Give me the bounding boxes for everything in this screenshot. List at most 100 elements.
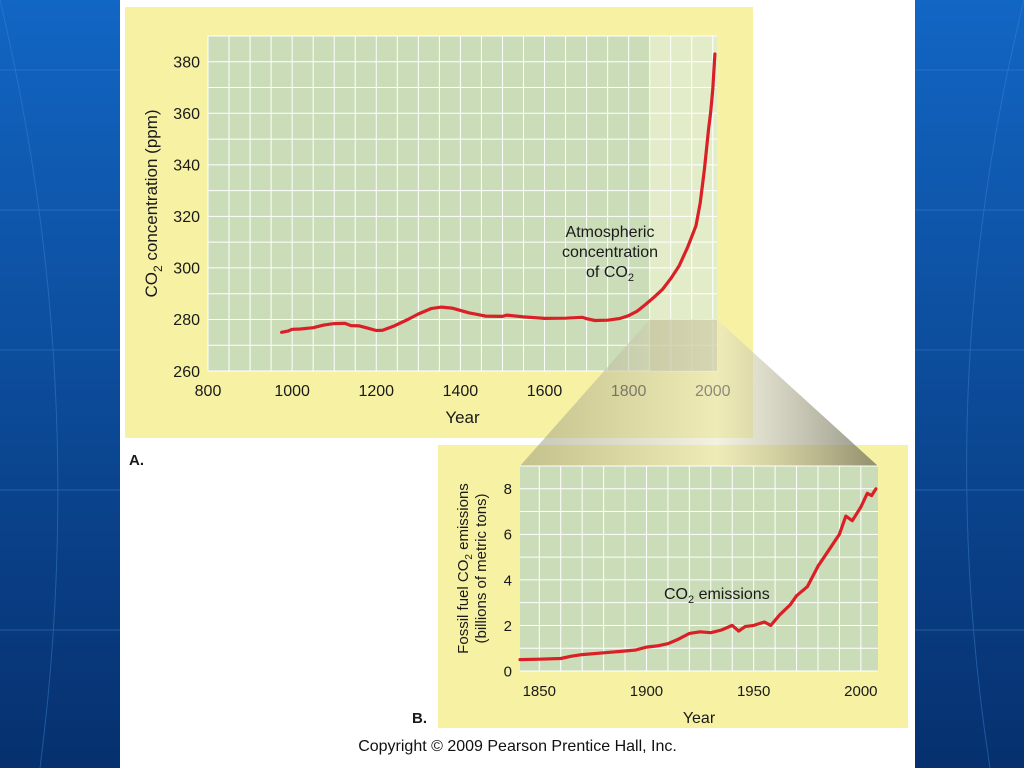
chart-a-x-tick-label: 1200 (358, 383, 394, 400)
chart-a-data-point (333, 322, 335, 325)
chart-b-data-point (581, 653, 583, 656)
chart-a-data-point (619, 317, 621, 320)
chart-a-data-point (627, 314, 630, 317)
chart-a-plot-area (208, 36, 717, 371)
chart-b-data-point (737, 630, 740, 632)
chart-b-data-point (656, 645, 658, 647)
chart-a-data-point (417, 313, 420, 315)
chart-b-data-point (570, 655, 573, 657)
chart-b-data-point (559, 657, 562, 660)
chart-b-y-axis-label-line1: Fossil fuel CO2 emissions (455, 483, 475, 654)
chart-b-y-tick-label: 0 (504, 663, 512, 680)
chart-b-data-point (838, 533, 841, 536)
chart-a-data-point (543, 317, 546, 320)
chart-a-data-point (585, 317, 588, 320)
chart-b-data-point (688, 632, 691, 635)
chart-a-data-point (358, 325, 361, 327)
chart-b-data-point (789, 604, 791, 606)
chart-b-data-point (763, 621, 766, 623)
chart-b-data-point (538, 658, 541, 660)
chart-b-data-point (744, 625, 746, 628)
chart-a-data-point (606, 319, 609, 322)
chart-a-annotation-co2: of CO2 (586, 264, 634, 284)
chart-a-data-point (299, 328, 302, 330)
chart-b-data-point (806, 585, 809, 588)
chart-a-data-point (451, 307, 453, 309)
chart-b-data-point (519, 658, 521, 661)
chart-a-y-tick-label: 280 (173, 312, 200, 329)
chart-a-data-point (691, 235, 693, 238)
chart-a-data-point (381, 329, 384, 332)
chart-a-data-point (407, 318, 409, 321)
chart-a-data-point (644, 303, 647, 306)
chart-b-data-point (720, 629, 723, 631)
chart-a-data-point (707, 128, 710, 130)
chart-a-y-tick-label: 300 (173, 261, 200, 278)
panel-a-label: A. (129, 452, 144, 469)
chart-b-data-point (710, 631, 712, 634)
chart-b-data-point (875, 488, 877, 490)
chart-a-x-tick-label: 1400 (443, 383, 479, 400)
chart-b-y-tick-label: 8 (504, 481, 512, 498)
chart-a-data-point (669, 277, 672, 280)
chart-a-x-axis-label: Year (445, 408, 480, 427)
chart-a-annotation-line: Atmospheric (566, 224, 655, 241)
chart-a-data-point (522, 316, 525, 318)
chart-b-data-point (866, 492, 869, 495)
chart-a-data-point (653, 296, 655, 299)
chart-a-data-point (564, 317, 567, 320)
chart-a-x-tick-label: 1600 (527, 383, 563, 400)
chart-b-data-point (851, 519, 854, 522)
chart-b-data-point (645, 646, 648, 648)
chart-b-data-point (635, 649, 637, 651)
chart-a-data-point (430, 307, 432, 310)
chart-b-data-point (667, 642, 669, 645)
chart-a-data-point (375, 329, 378, 332)
copyright-notice: Copyright © 2009 Pearson Prentice Hall, … (358, 738, 677, 755)
chart-b-data-point (827, 549, 830, 552)
chart-a-data-point (312, 326, 314, 329)
chart-a-data-point (280, 331, 283, 334)
chart-a-data-point (322, 324, 325, 326)
chart-b-data-point (845, 515, 847, 517)
charts-figure: 8001000120014001600180020002602803003203… (142, 35, 878, 727)
chart-a-data-point (350, 324, 352, 327)
chart-a-data-point (287, 330, 289, 332)
chart-a-highlight-band (649, 36, 717, 371)
chart-a-data-point (343, 322, 346, 325)
panel-b-label: B. (412, 710, 427, 727)
chart-a-data-point (291, 328, 293, 331)
chart-b-y-tick-label: 6 (504, 527, 512, 544)
chart-b-data-point (731, 624, 733, 627)
chart-b-y-tick-label: 4 (504, 572, 512, 589)
chart-a-data-point (712, 88, 714, 90)
chart-b-y-tick-label: 2 (504, 618, 512, 635)
chart-a-data-point (714, 53, 716, 55)
chart-a-y-tick-label: 320 (173, 209, 200, 226)
chart-a-data-point (699, 202, 701, 204)
chart-b-data-point (699, 631, 701, 633)
chart-a-data-point (678, 265, 680, 267)
chart-b-data-point (624, 650, 626, 652)
chart-a-x-tick-label: 800 (195, 383, 222, 400)
chart-b-plot-area (520, 466, 878, 671)
chart-a-annotation-line: concentration (562, 244, 658, 261)
chart-a-data-point (709, 111, 712, 113)
chart-a-y-tick-label: 360 (173, 106, 200, 123)
chart-a-data-point (661, 288, 664, 291)
chart-a-data-point (695, 224, 697, 227)
chart-b-y-axis-label-line2: (billions of metric tons) (473, 493, 490, 643)
chart-a-y-axis-label: CO2 concentration (ppm) (142, 109, 165, 297)
chart-a-data-point (581, 316, 584, 319)
chart-a-x-tick-label: 1000 (274, 383, 310, 400)
chart-a-data-point (501, 315, 504, 318)
chart-a-data-point (367, 327, 369, 330)
chart-a-y-tick-label: 260 (173, 364, 200, 381)
chart-a-data-point (703, 168, 706, 171)
chart-a-data-point (636, 310, 638, 313)
chart-b-data-point (602, 652, 605, 654)
chart-a-data-point (686, 246, 689, 249)
chart-b-data-point (860, 506, 862, 508)
chart-a-data-point (468, 312, 470, 314)
chart-b-data-point (870, 494, 873, 497)
